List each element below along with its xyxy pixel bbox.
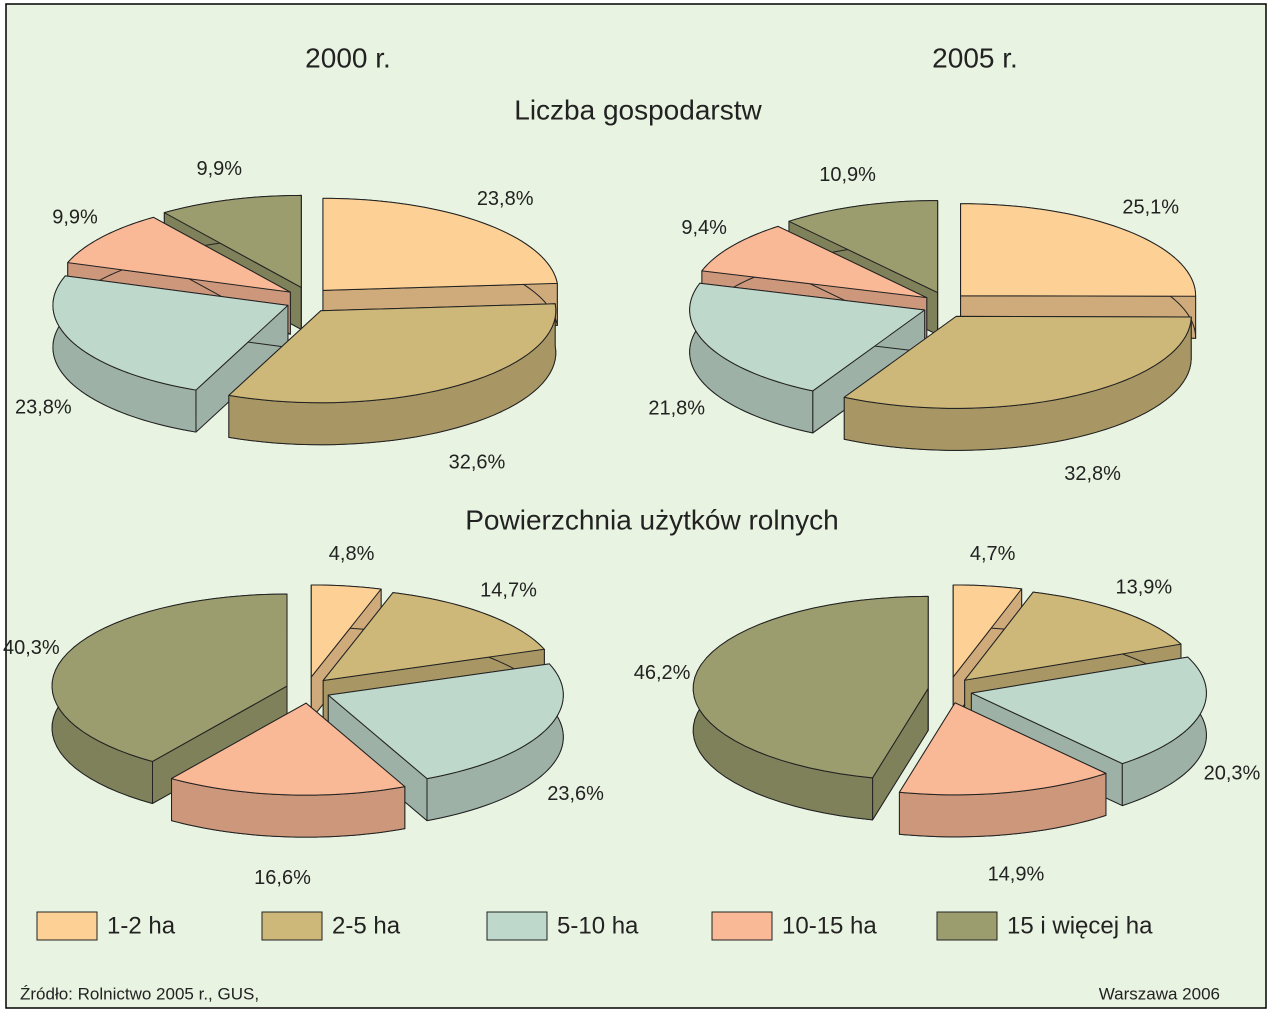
- slice: [327, 663, 564, 822]
- slice-top: [322, 197, 558, 291]
- pie: [692, 584, 1207, 838]
- data-label: 23,8%: [477, 188, 534, 210]
- slice-top: [788, 200, 939, 294]
- slice-top: [960, 203, 1197, 297]
- slice-top: [964, 591, 1182, 681]
- row-title: Powierzchnia użytków rolnych: [465, 504, 839, 535]
- slice-top: [310, 584, 382, 678]
- data-label: 9,4%: [681, 217, 727, 239]
- slice-top: [163, 194, 302, 288]
- legend-swatch: [711, 911, 773, 941]
- slice-top: [67, 216, 291, 293]
- column-title: 2005 r.: [932, 42, 1018, 73]
- data-label: 14,7%: [480, 579, 537, 601]
- slice-top: [327, 663, 564, 780]
- data-label: 46,2%: [634, 662, 691, 684]
- slice-top: [701, 225, 928, 299]
- data-label: 13,9%: [1115, 576, 1172, 598]
- slice-top: [692, 595, 929, 779]
- slice-top: [322, 592, 545, 681]
- legend-label: 10-15 ha: [782, 912, 877, 939]
- data-label: 10,9%: [819, 164, 876, 186]
- legend-swatch: [936, 911, 998, 941]
- row-title: Liczba gospodarstw: [514, 94, 762, 125]
- legend-swatch: [261, 911, 323, 941]
- legend-swatch: [36, 911, 98, 941]
- data-label: 32,6%: [449, 452, 506, 474]
- pie: [51, 584, 564, 838]
- slice-top: [171, 702, 406, 796]
- slice-top: [52, 275, 289, 391]
- column-title: 2000 r.: [305, 42, 391, 73]
- pie: [689, 200, 1197, 451]
- legend-swatch: [486, 911, 548, 941]
- slice-top: [51, 593, 288, 762]
- background: [5, 3, 1267, 1009]
- data-label: 20,3%: [1204, 762, 1261, 784]
- legend-label: 15 i więcej ha: [1007, 912, 1153, 939]
- slice: [171, 702, 406, 838]
- data-label: 14,9%: [988, 864, 1045, 886]
- data-label: 4,8%: [329, 543, 375, 565]
- source: Źródło: Rolnictwo 2005 r., GUS,: [20, 984, 259, 1003]
- data-label: 21,8%: [648, 397, 705, 419]
- data-label: 9,9%: [52, 207, 98, 229]
- slice: [843, 315, 1192, 451]
- slice-top: [689, 282, 926, 392]
- data-label: 4,7%: [970, 543, 1016, 565]
- slice-top: [843, 315, 1192, 409]
- pie: [52, 194, 558, 446]
- slice-top: [970, 656, 1207, 765]
- data-label: 23,6%: [547, 783, 604, 805]
- slice-top: [228, 303, 557, 404]
- slice: [52, 275, 289, 433]
- footer: Warszawa 2006: [1099, 984, 1220, 1003]
- slice-top: [898, 702, 1107, 796]
- slice: [689, 282, 926, 434]
- data-label: 16,6%: [254, 867, 311, 889]
- legend-label: 5-10 ha: [557, 912, 639, 939]
- slice: [898, 702, 1107, 838]
- legend-label: 1-2 ha: [107, 912, 176, 939]
- data-label: 32,8%: [1064, 463, 1121, 485]
- data-label: 23,8%: [15, 396, 72, 418]
- legend-label: 2-5 ha: [332, 912, 401, 939]
- data-label: 25,1%: [1122, 197, 1179, 219]
- slice: [692, 595, 929, 821]
- slice-top: [952, 584, 1023, 678]
- data-label: 9,9%: [196, 158, 242, 180]
- slice: [970, 656, 1207, 807]
- data-label: 40,3%: [3, 637, 60, 659]
- slice: [228, 303, 557, 446]
